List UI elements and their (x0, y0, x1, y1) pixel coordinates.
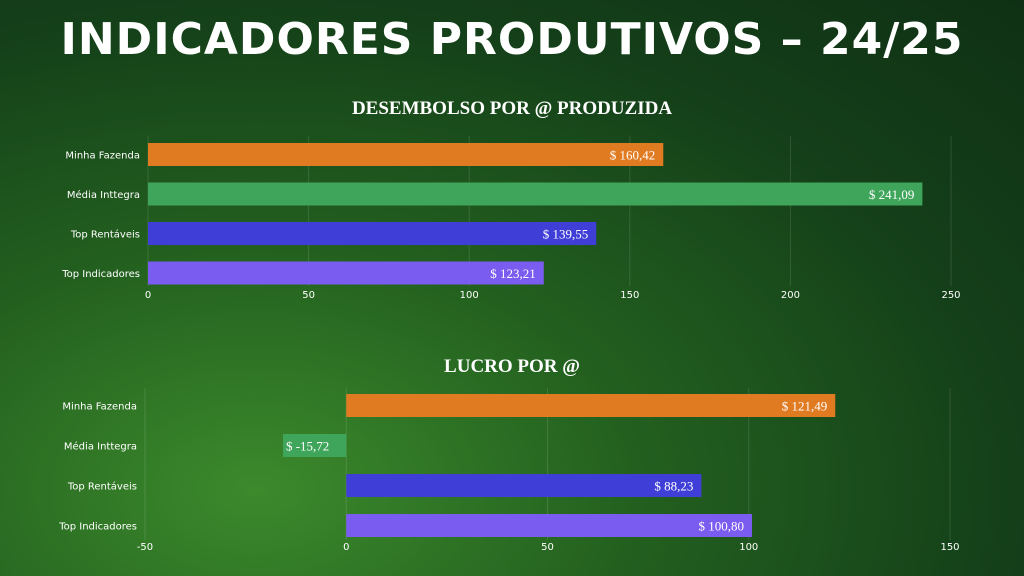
chart-title: DESEMBOLSO POR @ PRODUZIDA (352, 98, 672, 119)
x-tick-label: 50 (541, 542, 554, 553)
data-label: $ 88,23 (654, 479, 693, 494)
x-tick-label: 50 (302, 290, 315, 301)
category-label: Média Inttegra (64, 441, 137, 453)
data-label: $ 139,55 (543, 227, 589, 242)
x-tick-label: 100 (739, 542, 758, 553)
x-tick-label: 150 (940, 542, 959, 553)
data-label: $ -15,72 (286, 439, 329, 454)
bar (148, 261, 544, 285)
data-label: $ 241,09 (869, 187, 915, 202)
bar (148, 143, 664, 166)
category-label: Minha Fazenda (62, 402, 137, 413)
bar (148, 222, 597, 245)
x-tick-label: 200 (781, 290, 800, 301)
bar (346, 394, 836, 417)
x-tick-label: 0 (343, 542, 349, 553)
page-title: INDICADORES PRODUTIVOS – 24/25 (60, 14, 964, 65)
bar (148, 182, 923, 206)
category-label: Média Inttegra (67, 189, 140, 201)
category-label: Top Rentáveis (70, 229, 140, 241)
data-label: $ 123,21 (490, 266, 536, 281)
category-label: Top Rentáveis (67, 481, 137, 493)
x-tick-label: 150 (620, 290, 639, 301)
category-label: Minha Fazenda (65, 151, 140, 162)
category-label: Top Indicadores (61, 269, 140, 280)
data-label: $ 121,49 (782, 399, 828, 414)
x-tick-label: 0 (145, 290, 151, 301)
bar (282, 434, 347, 457)
x-tick-label: 250 (941, 290, 960, 301)
data-label: $ 160,42 (610, 148, 656, 163)
bar (346, 514, 752, 537)
category-label: Top Indicadores (58, 522, 137, 533)
x-tick-label: 100 (460, 290, 479, 301)
bar (346, 474, 702, 497)
chart-title: LUCRO POR @ (444, 356, 580, 377)
x-tick-label: -50 (137, 542, 153, 553)
data-label: $ 100,80 (698, 519, 744, 534)
